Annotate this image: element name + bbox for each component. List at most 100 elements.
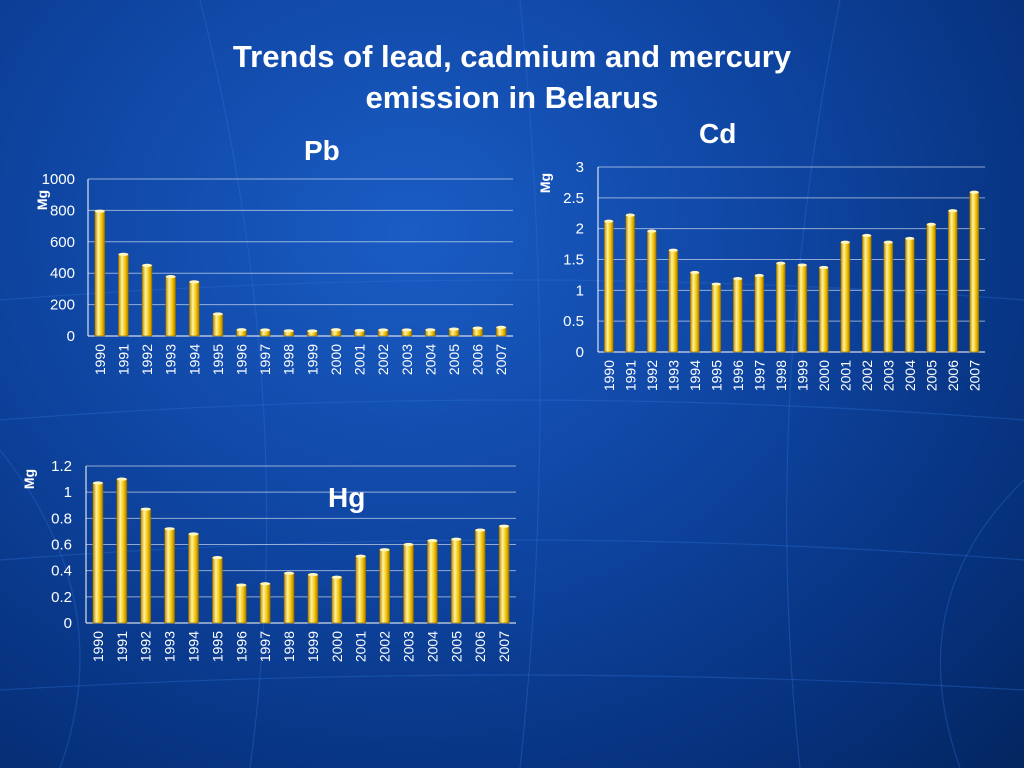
cd-bar-top <box>948 209 958 213</box>
pb-y-tick-label: 400 <box>50 265 75 282</box>
cd-y-tick-label: 2.5 <box>563 190 584 207</box>
cd-x-tick-label: 2000 <box>816 360 832 391</box>
pb-bar-top <box>260 328 271 332</box>
hg-bar-top <box>212 555 223 560</box>
hg-x-tick-label: 2002 <box>377 631 393 662</box>
hg-bar-top <box>260 582 271 586</box>
pb-x-tick-label: 2006 <box>470 344 486 375</box>
hg-x-tick-label: 2001 <box>353 631 369 662</box>
hg-bar-chart: 0 0.2 0.4 0.6 0.8 1 1.2 Mg 1990 1991 1992 1993 1994 1… <box>21 458 516 662</box>
cd-bar-top <box>926 222 936 226</box>
cd-bar <box>646 230 657 353</box>
cd-y-tick-label: 0.5 <box>563 313 584 330</box>
cd-x-tick-label: 2003 <box>880 360 896 391</box>
slide-title-line2: emission in Belarus <box>365 80 659 115</box>
pb-bar-top <box>94 209 105 213</box>
hg-x-tick-label: 1993 <box>162 631 178 662</box>
pb-bar-top <box>307 329 318 333</box>
pb-x-tick-label: 1992 <box>139 344 155 375</box>
pb-x-tick-label: 2002 <box>375 344 391 375</box>
pb-x-tick-label: 2005 <box>446 344 462 375</box>
hg-x-tick-label: 2007 <box>496 631 512 662</box>
pb-bar-top <box>330 328 341 332</box>
cd-x-tick-label: 1990 <box>601 360 617 391</box>
pb-y-tick-label: 0 <box>67 328 75 345</box>
cd-bar-top <box>905 236 915 241</box>
cd-bar <box>861 235 872 353</box>
cd-bar-top <box>797 263 807 267</box>
chart-title-cd: Cd <box>699 118 737 149</box>
hg-bar-top <box>355 554 366 558</box>
cd-bar-top <box>690 270 700 275</box>
cd-bar <box>840 241 851 353</box>
hg-bar <box>212 557 223 624</box>
hg-bar <box>450 538 462 624</box>
hg-bar-top <box>331 575 342 579</box>
cd-bar-top <box>969 190 979 194</box>
hg-x-tick-label: 2006 <box>472 631 488 662</box>
cd-bar-top <box>819 265 829 270</box>
hg-bar <box>283 572 295 624</box>
hg-bar-top <box>164 527 175 531</box>
cd-x-tick-label: 1997 <box>751 360 767 391</box>
hg-bar <box>474 529 486 624</box>
pb-bar-top <box>283 329 294 333</box>
pb-y-tick-label: 800 <box>50 202 75 219</box>
hg-bar-top <box>236 583 247 587</box>
cd-x-tick-label: 1996 <box>730 360 746 391</box>
pb-bar-top <box>118 252 129 256</box>
hg-bar <box>331 576 343 624</box>
hg-x-tick-label: 1992 <box>138 631 154 662</box>
hg-x-tick-label: 1991 <box>114 631 130 662</box>
pb-bar <box>94 210 106 337</box>
hg-bar <box>259 583 271 624</box>
hg-bar-top <box>451 537 462 541</box>
hg-bar <box>92 482 104 624</box>
hg-y-axis-label: Mg <box>21 469 37 489</box>
cd-bar <box>797 264 808 353</box>
hg-bar-top <box>188 532 199 536</box>
pb-x-tick-label: 1998 <box>281 344 297 375</box>
cd-bar-top <box>647 229 657 233</box>
pb-x-tick-label: 1990 <box>92 344 108 375</box>
chart-title-pb: Pb <box>304 135 340 166</box>
hg-bar <box>140 508 152 624</box>
cd-bar-top <box>668 248 678 252</box>
pb-bar <box>188 281 200 337</box>
hg-bar-top <box>116 477 127 481</box>
pb-y-tick-label: 600 <box>50 234 75 251</box>
hg-y-tick-label: 1.2 <box>51 458 72 475</box>
hg-bar <box>188 533 199 624</box>
pb-bar-top <box>401 328 412 332</box>
cd-bar <box>883 241 894 353</box>
cd-bar <box>926 224 937 353</box>
pb-bar-top <box>472 326 483 330</box>
cd-bar-top <box>862 233 872 238</box>
pb-x-tick-label: 2004 <box>422 344 438 375</box>
hg-bar <box>235 584 247 624</box>
cd-x-tick-label: 1993 <box>665 360 681 391</box>
pb-bar-top <box>354 328 365 333</box>
cd-bar <box>668 249 679 353</box>
pb-bar-top <box>212 312 223 316</box>
hg-x-tick-label: 2005 <box>448 631 464 662</box>
cd-x-tick-label: 2006 <box>945 360 961 391</box>
slide-title-line1: Trends of lead, cadmium and mercury <box>232 39 792 74</box>
cd-bar <box>732 278 743 353</box>
cd-y-axis-label: Mg <box>537 173 553 193</box>
pb-bar-top <box>189 280 200 284</box>
pb-bar-chart: 0 200 400 600 800 1000 Mg 1990 1991 1992 1993 1994 1… <box>34 171 513 375</box>
cd-bar-top <box>733 277 743 281</box>
hg-x-tick-label: 1990 <box>90 631 106 662</box>
hg-x-tick-label: 2003 <box>401 631 417 662</box>
cd-bar-top <box>840 240 850 244</box>
hg-bar-top <box>499 524 510 528</box>
pb-bar <box>118 254 129 337</box>
hg-bar-top <box>284 571 295 575</box>
hg-bar-top <box>92 481 103 485</box>
pb-bar <box>141 265 153 337</box>
cd-bar <box>711 283 722 353</box>
cd-bar <box>947 210 958 353</box>
pb-x-tick-label: 1996 <box>233 344 249 375</box>
hg-bar-top <box>307 572 318 577</box>
